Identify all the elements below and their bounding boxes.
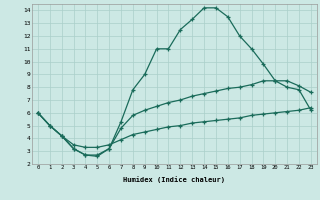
X-axis label: Humidex (Indice chaleur): Humidex (Indice chaleur) xyxy=(124,176,225,183)
